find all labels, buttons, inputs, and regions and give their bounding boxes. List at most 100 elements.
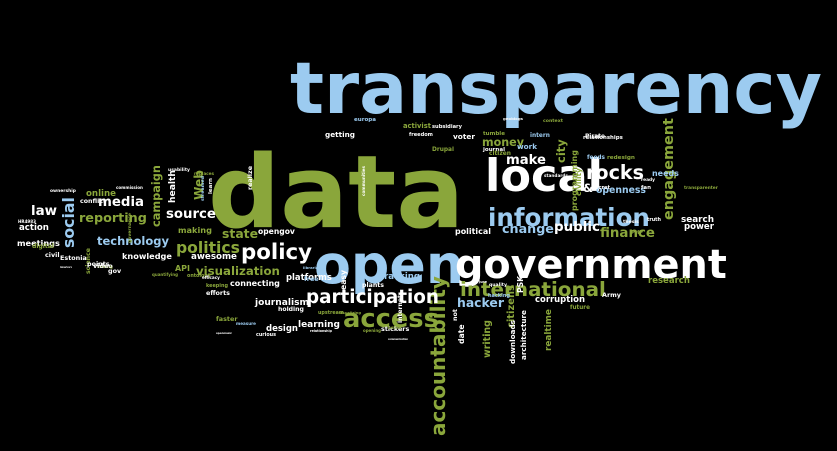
word: openness	[596, 184, 646, 196]
word: API	[175, 263, 190, 273]
word: taking	[97, 265, 113, 271]
word: faster	[216, 315, 238, 324]
word: opening	[363, 327, 381, 333]
word: civil	[45, 251, 60, 260]
word: Army	[602, 291, 621, 300]
word: architecture	[519, 310, 528, 360]
word: change	[502, 220, 554, 236]
word: ownership	[50, 189, 76, 195]
word: research	[648, 276, 690, 287]
word: make	[506, 153, 547, 169]
word: quantifying	[152, 272, 178, 278]
word: America's	[60, 266, 72, 270]
word: stickers	[381, 325, 410, 334]
word: data	[208, 133, 465, 252]
word: gov	[108, 267, 122, 276]
word: relationships	[583, 135, 623, 142]
word: plants	[362, 281, 384, 289]
word: not	[451, 309, 459, 321]
word: platforms	[286, 271, 332, 282]
word: &	[583, 180, 594, 195]
word: writing	[482, 320, 493, 358]
word: money	[482, 136, 524, 150]
word: commission	[116, 185, 143, 191]
word: hacker	[457, 295, 504, 311]
word: future	[570, 304, 590, 311]
word: open	[314, 232, 465, 296]
word: health	[167, 170, 178, 203]
word: local	[485, 149, 603, 202]
word: citizen	[489, 150, 511, 157]
word: openmusic	[216, 331, 232, 335]
word: points	[87, 260, 110, 269]
word: meetings	[17, 237, 60, 248]
word: europa	[354, 117, 376, 124]
word: holding	[278, 305, 304, 313]
word: media	[98, 195, 145, 211]
word: downloads	[508, 320, 517, 364]
word: rocks	[586, 161, 645, 185]
word: civility	[574, 168, 583, 196]
word: realtime	[544, 309, 554, 351]
word: work	[517, 141, 537, 151]
word: free	[304, 275, 319, 284]
word: quality	[489, 282, 507, 288]
word: participation	[306, 286, 439, 308]
word: digital	[32, 242, 54, 250]
word: connecting	[230, 278, 280, 288]
word: online	[86, 189, 116, 200]
word: keeping	[206, 282, 228, 289]
word: journalism	[255, 298, 309, 308]
word: efficacy	[202, 275, 220, 281]
word: Estonia	[60, 254, 87, 263]
word: Pirate	[585, 133, 605, 140]
word: ontology	[187, 273, 211, 279]
word: subsidiary	[432, 124, 462, 131]
word: communication	[388, 337, 408, 341]
word: search	[681, 215, 714, 226]
word: voter	[453, 131, 475, 141]
word: political	[455, 226, 491, 236]
word: information	[488, 203, 650, 233]
word: activist	[403, 122, 431, 131]
word: redesign	[607, 155, 635, 161]
word: policy	[241, 240, 313, 266]
word: upstream	[318, 310, 344, 316]
word: corruption	[535, 293, 585, 304]
word: PHP	[631, 230, 643, 237]
word: opengov	[258, 227, 295, 237]
word: usability	[168, 168, 190, 174]
word: librarian	[303, 265, 321, 270]
word: realize	[247, 166, 254, 190]
word: source	[166, 207, 216, 223]
word: PSK	[516, 275, 525, 293]
word: standards	[544, 173, 568, 179]
word: truth	[647, 216, 661, 223]
word: action	[19, 223, 49, 234]
word: secret	[592, 184, 610, 191]
word: learning	[298, 320, 340, 331]
word: date	[457, 324, 466, 344]
word: international	[460, 278, 606, 302]
word: thesis	[623, 219, 639, 225]
word: campaign	[149, 165, 163, 227]
word: streamed	[201, 176, 206, 201]
word: conflict	[80, 198, 106, 206]
word: social	[59, 197, 78, 248]
word: context	[543, 118, 563, 124]
word: needs	[652, 168, 679, 178]
word: awesome	[191, 252, 237, 263]
word: knowledge	[122, 250, 172, 261]
word: reporting	[79, 210, 147, 226]
word: communities	[361, 166, 366, 196]
word: tumble	[483, 131, 505, 138]
word: law	[31, 204, 57, 220]
word: getting	[325, 129, 355, 139]
word: better	[388, 324, 402, 330]
word: visualizing	[339, 310, 361, 315]
word: government	[455, 242, 727, 289]
word: learn	[208, 178, 214, 194]
word: intern	[530, 132, 550, 139]
word: HR4983	[18, 219, 36, 225]
